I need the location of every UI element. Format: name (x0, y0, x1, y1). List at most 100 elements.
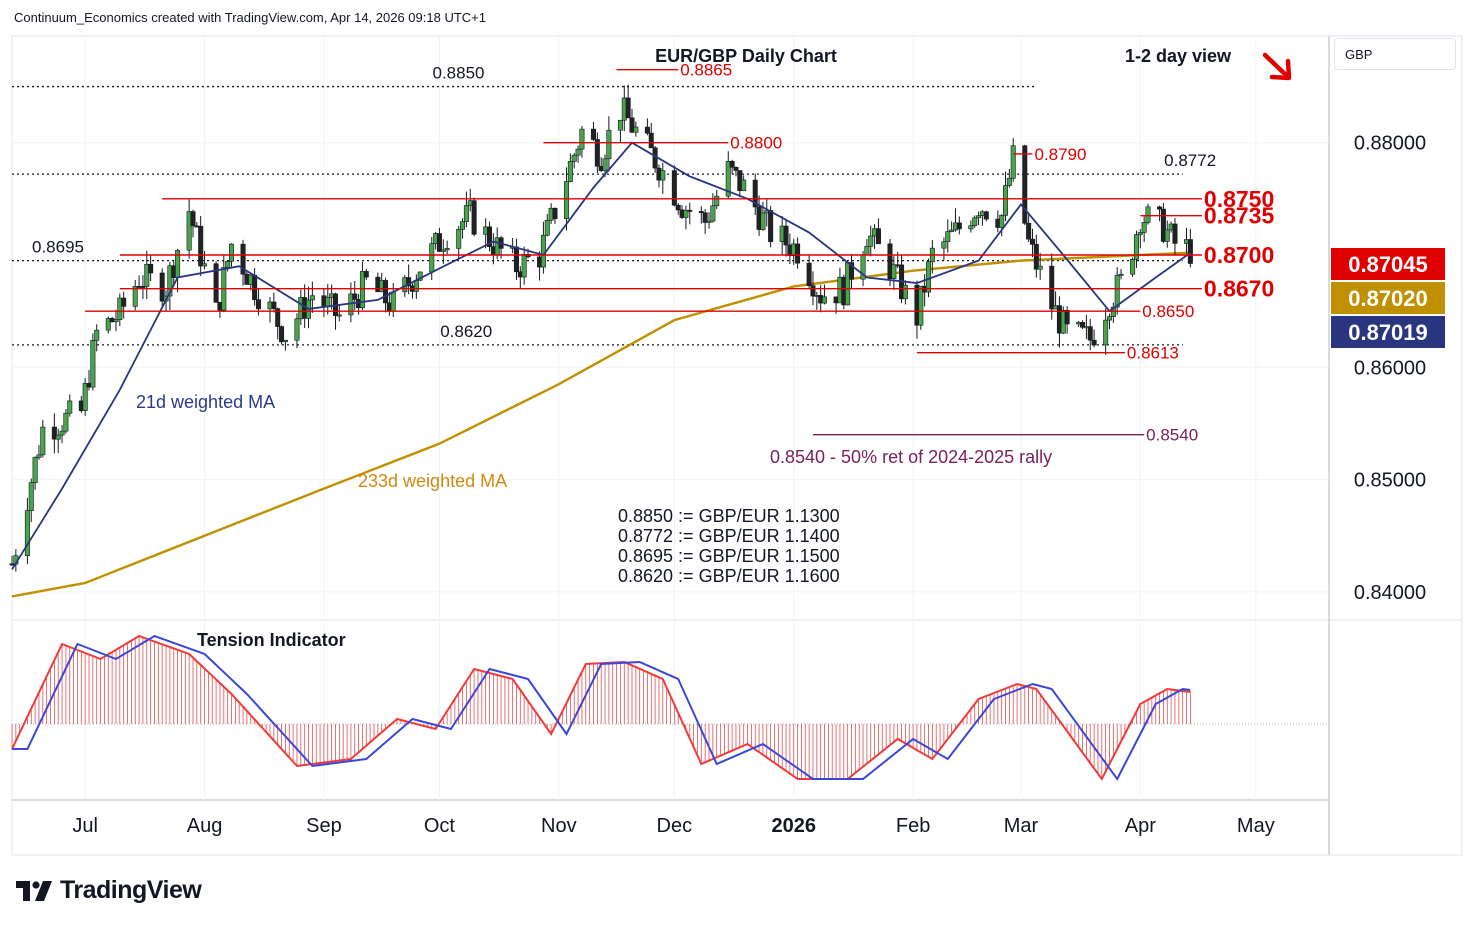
candle-body (949, 229, 955, 232)
candle-body (710, 205, 716, 222)
candle-body (117, 297, 123, 321)
candle-body (675, 204, 681, 211)
x-tick-label-6: 2026 (771, 815, 816, 837)
candle-body (552, 207, 558, 220)
candle-body (1130, 258, 1136, 275)
chart-title: EUR/GBP Daily Chart (655, 46, 837, 66)
candle-body (32, 457, 38, 483)
level-label-1: 0.8800 (730, 134, 782, 153)
dotted-level-label-0: 0.8850 (432, 64, 484, 83)
candle-body (390, 291, 396, 312)
conversion-note-0: 0.8850 := GBP/EUR 1.1300 (618, 506, 840, 526)
candle-body (617, 119, 623, 131)
candle-body (1103, 319, 1109, 346)
candle-body (94, 329, 100, 341)
candle-body (875, 228, 881, 245)
chart-header: Continuum_Economics created with Trading… (14, 10, 486, 25)
candle-body (198, 225, 204, 267)
candle-body (795, 243, 801, 264)
candle-body (40, 426, 46, 456)
candle-body (1133, 234, 1139, 260)
candle-body (121, 297, 127, 307)
candle-body (252, 274, 258, 300)
x-tick-label-5: Dec (657, 815, 693, 837)
candle-body (113, 319, 119, 323)
candle-body (633, 126, 639, 133)
candle-body (945, 231, 951, 242)
candle-body (190, 211, 196, 227)
tension-blue-line (12, 634, 1191, 781)
candle-body (902, 284, 908, 300)
candle-body (202, 263, 208, 267)
candle-body (255, 299, 261, 310)
candle-body (513, 246, 519, 273)
x-tick-label-1: Aug (187, 815, 223, 837)
candle-body (144, 263, 150, 287)
candle-body (1049, 265, 1055, 310)
candle-body (440, 249, 446, 252)
candle-body (864, 245, 870, 256)
tradingview-logo-icon (16, 880, 52, 901)
candle-body (544, 219, 550, 236)
candle-body (1087, 326, 1093, 341)
candle-body (309, 295, 315, 301)
candle-body (606, 129, 612, 160)
candle-body (683, 209, 689, 218)
candle-body (429, 243, 435, 273)
y-tick-label-1: 0.85000 (1354, 470, 1426, 492)
candle-body (941, 241, 947, 249)
x-tick-label-3: Oct (424, 815, 456, 837)
tradingview-logo[interactable]: TradingView (16, 876, 202, 905)
conversion-note-2: 0.8695 := GBP/EUR 1.1500 (618, 546, 840, 566)
candle-body (590, 128, 596, 140)
candle-body (625, 97, 631, 119)
candle-body (82, 383, 88, 411)
candle-body (436, 233, 442, 252)
x-tick-label-4: Nov (541, 815, 577, 837)
candle-body (105, 318, 111, 331)
candle-body (1029, 238, 1035, 245)
candle-body (359, 271, 365, 309)
candle-body (968, 225, 974, 230)
x-tick-label-2: Sep (306, 815, 342, 837)
level-label-5: 0.8700 (1204, 242, 1274, 268)
candle-body (1003, 185, 1009, 216)
retracement-label: 0.8540 - 50% ret of 2024-2025 rally (770, 447, 1052, 467)
candle-body (594, 139, 600, 167)
candle-body (63, 412, 69, 432)
wma233-label: 233d weighted MA (358, 471, 507, 491)
candle-body (444, 248, 450, 251)
price-tag-1 (1331, 282, 1445, 314)
candle-body (806, 262, 812, 286)
candle-body (471, 200, 477, 235)
candle-body (602, 158, 608, 171)
candle-body (1022, 145, 1028, 224)
candle-body (760, 212, 766, 230)
candle-body (706, 220, 712, 223)
price-tag-label-1: 0.87020 (1348, 286, 1428, 311)
price-tag-2 (1331, 316, 1445, 348)
candle-body (1010, 145, 1016, 179)
wma233-line (11, 251, 1191, 598)
candle-body (564, 181, 570, 220)
y-tick-label-3: 0.88000 (1354, 133, 1426, 155)
dotted-level-label-3: 0.8620 (440, 322, 492, 341)
y-tick-label-0: 0.84000 (1354, 582, 1426, 604)
candle-body (1187, 239, 1193, 264)
candle-body (28, 482, 34, 511)
currency-box[interactable]: GBP (1334, 38, 1456, 70)
candle-body (999, 215, 1005, 228)
candle-body (1157, 206, 1163, 210)
candle-body (575, 148, 581, 156)
level-label-3: 0.8750 (1204, 186, 1274, 212)
candle-body (752, 179, 758, 208)
level-label-7: 0.8650 (1142, 302, 1194, 321)
candle-body (567, 161, 573, 182)
candle-body (729, 161, 735, 168)
candle-body (406, 277, 412, 287)
dotted-level-label-1: 0.8772 (1164, 151, 1216, 170)
candle-body (352, 293, 358, 300)
candle-body (229, 243, 235, 262)
candle-body (67, 400, 73, 414)
